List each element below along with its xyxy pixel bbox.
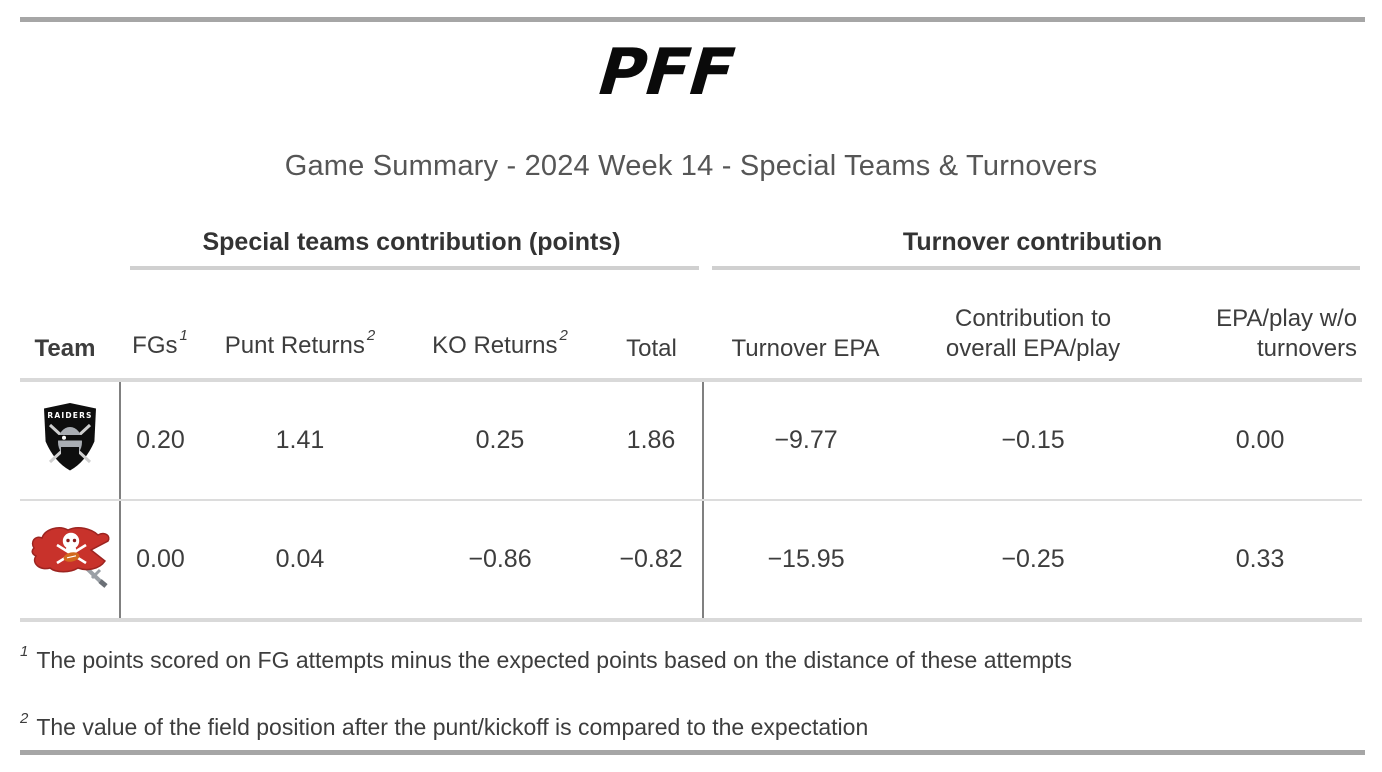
cell-buccaneers-contribution: −0.25	[908, 500, 1159, 622]
raiders-shield-text: RAIDERS	[47, 411, 92, 420]
footnote-2-marker: 2	[20, 710, 29, 727]
col-header-contribution: Contribution to overall EPA/play	[908, 270, 1159, 382]
cell-raiders-total: 1.86	[600, 380, 704, 501]
group-turnover-label: Turnover contribution	[902, 228, 1163, 256]
footnote-1: 1 The points scored on FG attempts minus …	[20, 640, 1365, 684]
bottom-divider	[20, 750, 1365, 755]
col-header-fgs-superscript: 1	[179, 327, 188, 344]
cell-buccaneers-ko-returns: −0.86	[400, 500, 600, 622]
group-underline-right	[712, 266, 1361, 270]
cell-raiders-turnover-epa: −9.77	[702, 380, 909, 501]
team-cell-raiders: RAIDERS	[20, 380, 120, 501]
col-header-team: Team	[20, 270, 120, 382]
raiders-logo-icon: RAIDERS	[39, 399, 100, 475]
team-cell-buccaneers	[20, 500, 120, 622]
buccaneers-logo-icon	[31, 527, 109, 588]
column-header-row: Team FGs 1 Punt Returns 2 KO Returns 2 Tota…	[20, 270, 1363, 382]
col-header-punt-label: Punt Returns	[224, 332, 365, 359]
footnote-2: 2 The value of the field position after t…	[20, 707, 1365, 751]
group-blank	[20, 212, 120, 270]
pff-logo-icon: PFF	[589, 35, 745, 109]
col-header-ko-returns: KO Returns 2	[400, 270, 600, 382]
cell-buccaneers-turnover-epa: −15.95	[702, 500, 909, 622]
col-header-ko-label: KO Returns	[432, 332, 558, 359]
group-turnover: Turnover contribution	[703, 212, 1362, 270]
top-divider	[20, 17, 1365, 22]
col-header-epa-wo-turnovers: EPA/play w/o turnovers	[1158, 270, 1363, 382]
cell-buccaneers-punt-returns: 0.04	[200, 500, 400, 622]
cell-raiders-fgs: 0.20	[119, 380, 200, 501]
summary-table: Special teams contribution (points) Turn…	[20, 212, 1363, 622]
logo-container: PFF	[0, 35, 1382, 109]
cell-buccaneers-total: −0.82	[600, 500, 704, 622]
cell-raiders-epa-wo-turnovers: 0.00	[1158, 380, 1363, 501]
cell-buccaneers-epa-wo-turnovers: 0.33	[1158, 500, 1363, 622]
table-row-buccaneers: 0.00 0.04 −0.86 −0.82 −15.95 −0.25 0.33	[20, 500, 1363, 622]
group-special-teams: Special teams contribution (points)	[120, 212, 703, 270]
footnote-1-marker: 1	[20, 643, 29, 660]
footnotes: 1 The points scored on FG attempts minus …	[20, 640, 1365, 772]
col-header-punt-returns: Punt Returns 2	[200, 270, 400, 382]
col-header-punt-superscript: 2	[366, 327, 376, 344]
col-header-fgs-label: FGs	[132, 332, 178, 359]
group-underline-left	[130, 266, 700, 270]
cell-buccaneers-fgs: 0.00	[119, 500, 200, 622]
cell-raiders-contribution: −0.15	[908, 380, 1159, 501]
col-header-turnover-epa: Turnover EPA	[703, 270, 909, 382]
page-title: Game Summary - 2024 Week 14 - Special Te…	[284, 150, 1098, 182]
group-header-row: Special teams contribution (points) Turn…	[20, 212, 1362, 270]
col-header-ko-superscript: 2	[559, 327, 568, 344]
cell-raiders-punt-returns: 1.41	[200, 380, 400, 501]
group-special-teams-label: Special teams contribution (points)	[202, 228, 621, 256]
pff-logo-text: PFF	[589, 36, 745, 102]
table-row-raiders: RAIDERS 0.20 1.41 0.25 1.86 −9.77 −0.15 …	[20, 380, 1363, 501]
col-header-total: Total	[600, 270, 704, 382]
footnote-2-text: The value of the field position after th…	[36, 714, 869, 740]
footnote-1-text: The points scored on FG attempts minus t…	[36, 647, 1072, 673]
col-header-fgs: FGs 1	[120, 270, 200, 382]
cell-raiders-ko-returns: 0.25	[400, 380, 600, 501]
